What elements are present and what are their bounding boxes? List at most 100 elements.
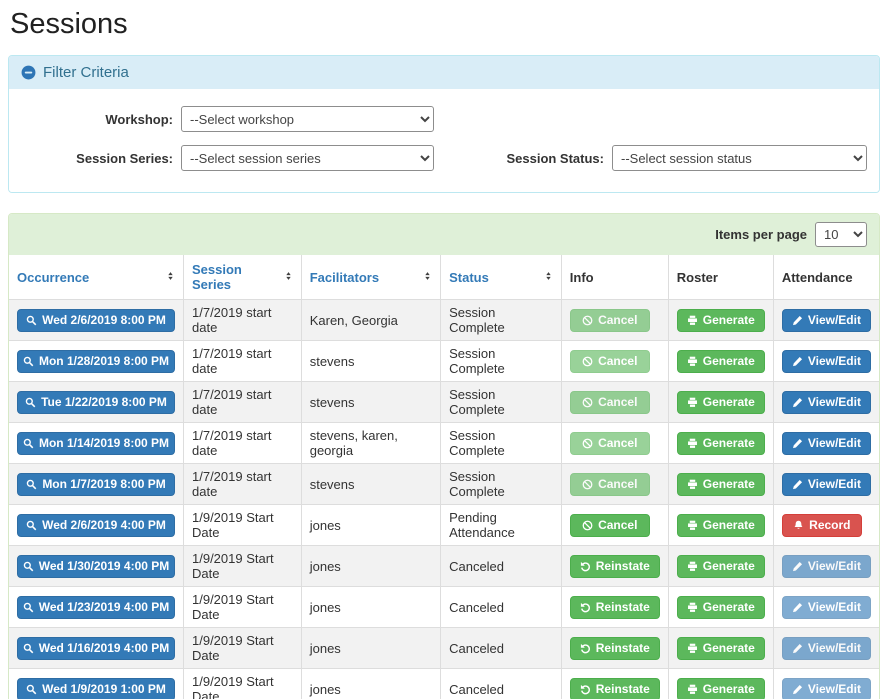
- occurrence-button[interactable]: Wed 1/23/2019 4:00 PM: [17, 595, 175, 619]
- sort-icon[interactable]: [423, 270, 432, 285]
- column-header-occurrence[interactable]: Occurrence: [9, 255, 184, 300]
- view-edit-button[interactable]: View/Edit: [781, 431, 871, 455]
- generate-roster-button[interactable]: Generate: [676, 349, 765, 373]
- status-cell: Session Complete: [440, 381, 562, 423]
- record-button[interactable]: Record: [781, 513, 862, 537]
- session-series-cell: 1/9/2019 Start Date: [183, 627, 302, 669]
- printer-icon: [687, 643, 698, 654]
- column-header-session-series[interactable]: Session Series: [183, 255, 302, 300]
- info-cell: Cancel: [561, 463, 669, 505]
- cancel-button: Cancel: [569, 390, 650, 414]
- cancel-button-label: Cancel: [598, 436, 638, 450]
- generate-roster-button[interactable]: Generate: [676, 636, 765, 660]
- sort-icon[interactable]: [166, 270, 175, 285]
- view-edit-button[interactable]: View/Edit: [781, 472, 871, 496]
- collapse-minus-icon[interactable]: [21, 65, 36, 80]
- view-edit-button: View/Edit: [781, 636, 871, 660]
- ban-icon: [582, 397, 593, 408]
- info-cell: Cancel: [561, 299, 669, 341]
- view-edit-button[interactable]: View/Edit: [781, 390, 871, 414]
- generate-roster-button-label: Generate: [702, 354, 755, 368]
- view-edit-button-label: View/Edit: [807, 436, 861, 450]
- generate-roster-button[interactable]: Generate: [676, 431, 765, 455]
- occurrence-button-label: Wed 1/30/2019 4:00 PM: [38, 559, 170, 573]
- printer-icon: [687, 356, 698, 367]
- items-per-page-select[interactable]: 10: [815, 222, 867, 247]
- generate-roster-button-label: Generate: [702, 477, 755, 491]
- status-cell: Canceled: [440, 545, 562, 587]
- info-cell: Cancel: [561, 422, 669, 464]
- roster-cell: Generate: [668, 586, 774, 628]
- reinstate-button[interactable]: Reinstate: [569, 554, 660, 578]
- view-edit-button-label: View/Edit: [807, 313, 861, 327]
- occurrence-button[interactable]: Mon 1/14/2019 8:00 PM: [17, 431, 175, 455]
- filter-panel-body: Workshop: --Select workshop Session Seri…: [9, 89, 879, 192]
- column-header-status[interactable]: Status: [440, 255, 562, 300]
- generate-roster-button[interactable]: Generate: [676, 513, 765, 537]
- view-edit-button: View/Edit: [781, 554, 871, 578]
- attendance-cell: View/Edit: [773, 340, 879, 382]
- generate-roster-button[interactable]: Generate: [676, 677, 765, 699]
- occurrence-button[interactable]: Mon 1/7/2019 8:00 PM: [17, 472, 175, 496]
- sessions-table: Occurrence Session Series Facilitators Stat…: [9, 255, 879, 699]
- attendance-cell: View/Edit: [773, 381, 879, 423]
- occurrence-cell: Mon 1/28/2019 8:00 PM: [9, 340, 184, 382]
- occurrence-button[interactable]: Wed 1/30/2019 4:00 PM: [17, 554, 175, 578]
- status-cell: Canceled: [440, 668, 562, 699]
- table-row: Wed 1/30/2019 4:00 PM 1/9/2019 Start Date…: [9, 545, 879, 587]
- roster-cell: Generate: [668, 463, 774, 505]
- view-edit-button[interactable]: View/Edit: [781, 308, 871, 332]
- roster-cell: Generate: [668, 299, 774, 341]
- info-cell: Cancel: [561, 504, 669, 546]
- sort-icon[interactable]: [544, 270, 553, 285]
- reinstate-button[interactable]: Reinstate: [569, 636, 660, 660]
- occurrence-button[interactable]: Wed 2/6/2019 4:00 PM: [17, 513, 175, 537]
- bell-icon: [793, 520, 804, 531]
- undo-icon: [580, 684, 591, 695]
- filter-panel-header[interactable]: Filter Criteria: [9, 56, 879, 89]
- generate-roster-button[interactable]: Generate: [676, 595, 765, 619]
- printer-icon: [687, 520, 698, 531]
- generate-roster-button[interactable]: Generate: [676, 472, 765, 496]
- occurrence-button[interactable]: Mon 1/28/2019 8:00 PM: [17, 349, 175, 373]
- undo-icon: [580, 561, 591, 572]
- roster-cell: Generate: [668, 627, 774, 669]
- table-row: Wed 1/23/2019 4:00 PM 1/9/2019 Start Date…: [9, 586, 879, 628]
- occurrence-button[interactable]: Wed 2/6/2019 8:00 PM: [17, 308, 175, 332]
- generate-roster-button[interactable]: Generate: [676, 308, 765, 332]
- occurrence-button[interactable]: Tue 1/22/2019 8:00 PM: [17, 390, 175, 414]
- record-button-label: Record: [809, 518, 851, 532]
- attendance-cell: View/Edit: [773, 627, 879, 669]
- attendance-cell: View/Edit: [773, 545, 879, 587]
- view-edit-button-label: View/Edit: [807, 395, 861, 409]
- occurrence-button[interactable]: Wed 1/16/2019 4:00 PM: [17, 636, 175, 660]
- cancel-button[interactable]: Cancel: [569, 513, 650, 537]
- reinstate-button[interactable]: Reinstate: [569, 677, 660, 699]
- pencil-icon: [792, 315, 803, 326]
- search-icon: [26, 684, 37, 695]
- roster-cell: Generate: [668, 340, 774, 382]
- undo-icon: [580, 643, 591, 654]
- occurrence-button-label: Wed 2/6/2019 8:00 PM: [42, 313, 166, 327]
- reinstate-button-label: Reinstate: [595, 600, 650, 614]
- column-header-facilitators[interactable]: Facilitators: [301, 255, 442, 300]
- occurrence-cell: Tue 1/22/2019 8:00 PM: [9, 381, 184, 423]
- occurrence-cell: Mon 1/14/2019 8:00 PM: [9, 422, 184, 464]
- attendance-cell: View/Edit: [773, 668, 879, 699]
- generate-roster-button[interactable]: Generate: [676, 390, 765, 414]
- view-edit-button[interactable]: View/Edit: [781, 349, 871, 373]
- info-cell: Reinstate: [561, 545, 669, 587]
- occurrence-button[interactable]: Wed 1/9/2019 1:00 PM: [17, 677, 175, 699]
- workshop-select[interactable]: --Select workshop: [181, 106, 434, 132]
- sort-icon[interactable]: [284, 270, 293, 285]
- occurrence-button-label: Mon 1/7/2019 8:00 PM: [42, 477, 166, 491]
- session-status-select[interactable]: --Select session status: [612, 145, 867, 171]
- generate-roster-button[interactable]: Generate: [676, 554, 765, 578]
- session-series-select[interactable]: --Select session series: [181, 145, 434, 171]
- column-header-attendance: Attendance: [773, 255, 879, 300]
- reinstate-button[interactable]: Reinstate: [569, 595, 660, 619]
- search-icon: [23, 561, 34, 572]
- info-cell: Cancel: [561, 340, 669, 382]
- search-icon: [23, 602, 34, 613]
- table-row: Mon 1/28/2019 8:00 PM 1/7/2019 start date…: [9, 340, 879, 382]
